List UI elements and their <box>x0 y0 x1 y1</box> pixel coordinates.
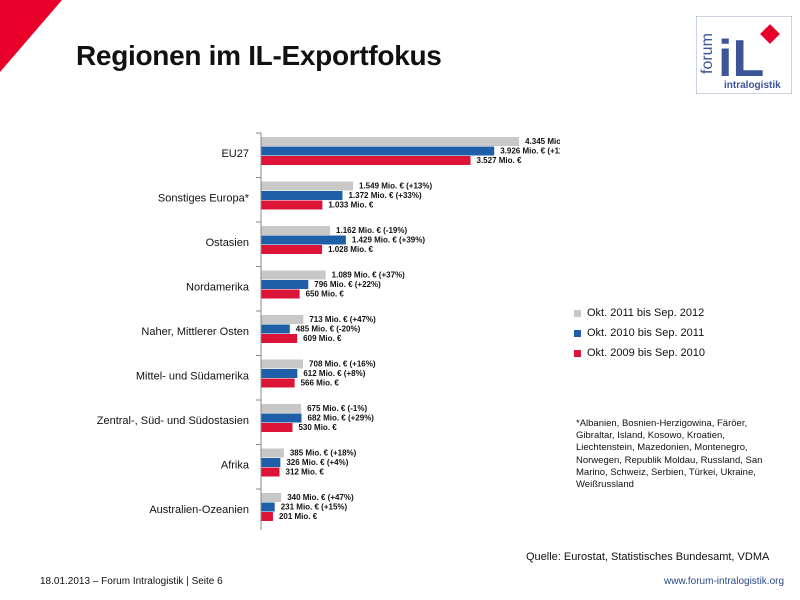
bar-2 <box>261 245 323 254</box>
data-label: 485 Mio. € (-20%) <box>296 325 361 334</box>
category-label: Afrika <box>221 460 250 472</box>
legend-item: Okt. 2011 bis Sep. 2012 <box>574 303 705 323</box>
bar-0 <box>261 359 304 369</box>
category-label: Ostasien <box>206 237 249 249</box>
data-label: 708 Mio. € (+16%) <box>309 360 376 369</box>
bar-2 <box>261 156 471 165</box>
category-label: Zentral-, Süd- und Südostasien <box>97 415 249 427</box>
data-label: 612 Mio. € (+8%) <box>303 369 365 378</box>
bar-1 <box>261 191 343 200</box>
data-label: 1.429 Mio. € (+39%) <box>352 236 425 245</box>
logo-subtitle: intralogistik <box>724 80 781 91</box>
data-label: 340 Mio. € (+47%) <box>287 493 354 502</box>
data-label: 1.033 Mio. € <box>328 201 373 210</box>
bar-2 <box>261 200 323 210</box>
category-label: Naher, Mittlerer Osten <box>141 326 249 338</box>
bar-2 <box>261 512 273 521</box>
data-label: 1.089 Mio. € (+37%) <box>332 271 405 280</box>
bar-2 <box>261 378 295 388</box>
data-label: 609 Mio. € <box>303 334 342 343</box>
category-label: EU27 <box>221 148 249 160</box>
legend-item: Okt. 2010 bis Sep. 2011 <box>574 323 705 343</box>
data-label: 1.028 Mio. € <box>328 245 373 254</box>
data-label: 201 Mio. € <box>279 512 318 521</box>
data-label: 675 Mio. € (-1%) <box>307 404 367 413</box>
category-label: Sonstiges Europa* <box>158 193 250 205</box>
bar-0 <box>261 181 354 191</box>
legend-swatch <box>574 349 581 357</box>
data-label: 566 Mio. € <box>301 379 340 388</box>
slide-title: Regionen im IL-Exportfokus <box>76 40 442 71</box>
bar-1 <box>261 324 290 334</box>
data-label: 530 Mio. € <box>298 423 337 432</box>
bar-0 <box>261 226 331 235</box>
data-label: 385 Mio. € (+18%) <box>290 449 357 458</box>
source-note: Quelle: Eurostat, Statistisches Bundesam… <box>526 551 770 563</box>
legend-label: Okt. 2011 bis Sep. 2012 <box>587 307 705 319</box>
bar-1 <box>261 369 298 378</box>
data-label: 231 Mio. € (+15%) <box>281 503 348 512</box>
data-label: 796 Mio. € (+22%) <box>314 280 381 289</box>
bar-0 <box>261 137 520 146</box>
data-label: 1.372 Mio. € (+33%) <box>348 191 421 200</box>
category-label: Mittel- und Südamerika <box>136 371 250 383</box>
data-label: 312 Mio. € <box>286 468 325 477</box>
forum-intralogistik-logo: forum iL intralogistik <box>696 16 792 94</box>
corner-accent <box>0 0 62 72</box>
bar-2 <box>261 334 298 343</box>
data-label: 1.549 Mio. € (+13%) <box>359 182 432 191</box>
bar-0 <box>261 270 326 280</box>
data-label: 3.926 Mio. € (+11%) <box>500 147 560 156</box>
data-label: 3.527 Mio. € <box>477 156 522 165</box>
legend-label: Okt. 2010 bis Sep. 2011 <box>587 327 705 339</box>
category-label: Australien-Ozeanien <box>149 504 249 516</box>
bar-0 <box>261 493 282 502</box>
export-bar-chart: EU27 4.345 Mio. € (+11%)3.926 Mio. € (+11… <box>97 132 560 530</box>
bar-2 <box>261 423 293 432</box>
footnote: *Albanien, Bosnien-Herzigowina, Färöer, … <box>576 418 763 491</box>
legend-swatch <box>574 309 581 317</box>
bar-1 <box>261 502 275 512</box>
data-label: 326 Mio. € (+4%) <box>286 458 348 467</box>
data-label: 682 Mio. € (+29%) <box>308 414 375 423</box>
data-label: 650 Mio. € <box>306 290 345 299</box>
legend-item: Okt. 2009 bis Sep. 2010 <box>574 343 705 363</box>
legend-label: Okt. 2009 bis Sep. 2010 <box>587 347 706 359</box>
bar-1 <box>261 146 495 156</box>
bar-2 <box>261 467 280 477</box>
footer-date-page: 18.01.2013 – Forum Intralogistik | Seite… <box>40 576 223 587</box>
category-label: Nordamerika <box>186 282 250 294</box>
bar-0 <box>261 315 304 324</box>
data-label: 4.345 Mio. € (+11%) <box>525 137 560 146</box>
logo-letters: iL <box>718 30 764 88</box>
bar-1 <box>261 413 302 423</box>
bar-1 <box>261 458 281 467</box>
logo-word: forum <box>699 33 716 74</box>
chart-legend: Okt. 2011 bis Sep. 2012 Okt. 2010 bis Sep… <box>574 303 705 363</box>
bar-1 <box>261 235 346 245</box>
data-label: 1.162 Mio. € (-19%) <box>336 226 407 235</box>
legend-swatch <box>574 329 581 337</box>
bar-2 <box>261 289 300 299</box>
data-label: 713 Mio. € (+47%) <box>309 315 376 324</box>
bar-0 <box>261 448 284 458</box>
footer-website-link[interactable]: www.forum-intralogistik.org <box>664 576 785 587</box>
bar-1 <box>261 280 309 289</box>
bar-0 <box>261 404 302 413</box>
